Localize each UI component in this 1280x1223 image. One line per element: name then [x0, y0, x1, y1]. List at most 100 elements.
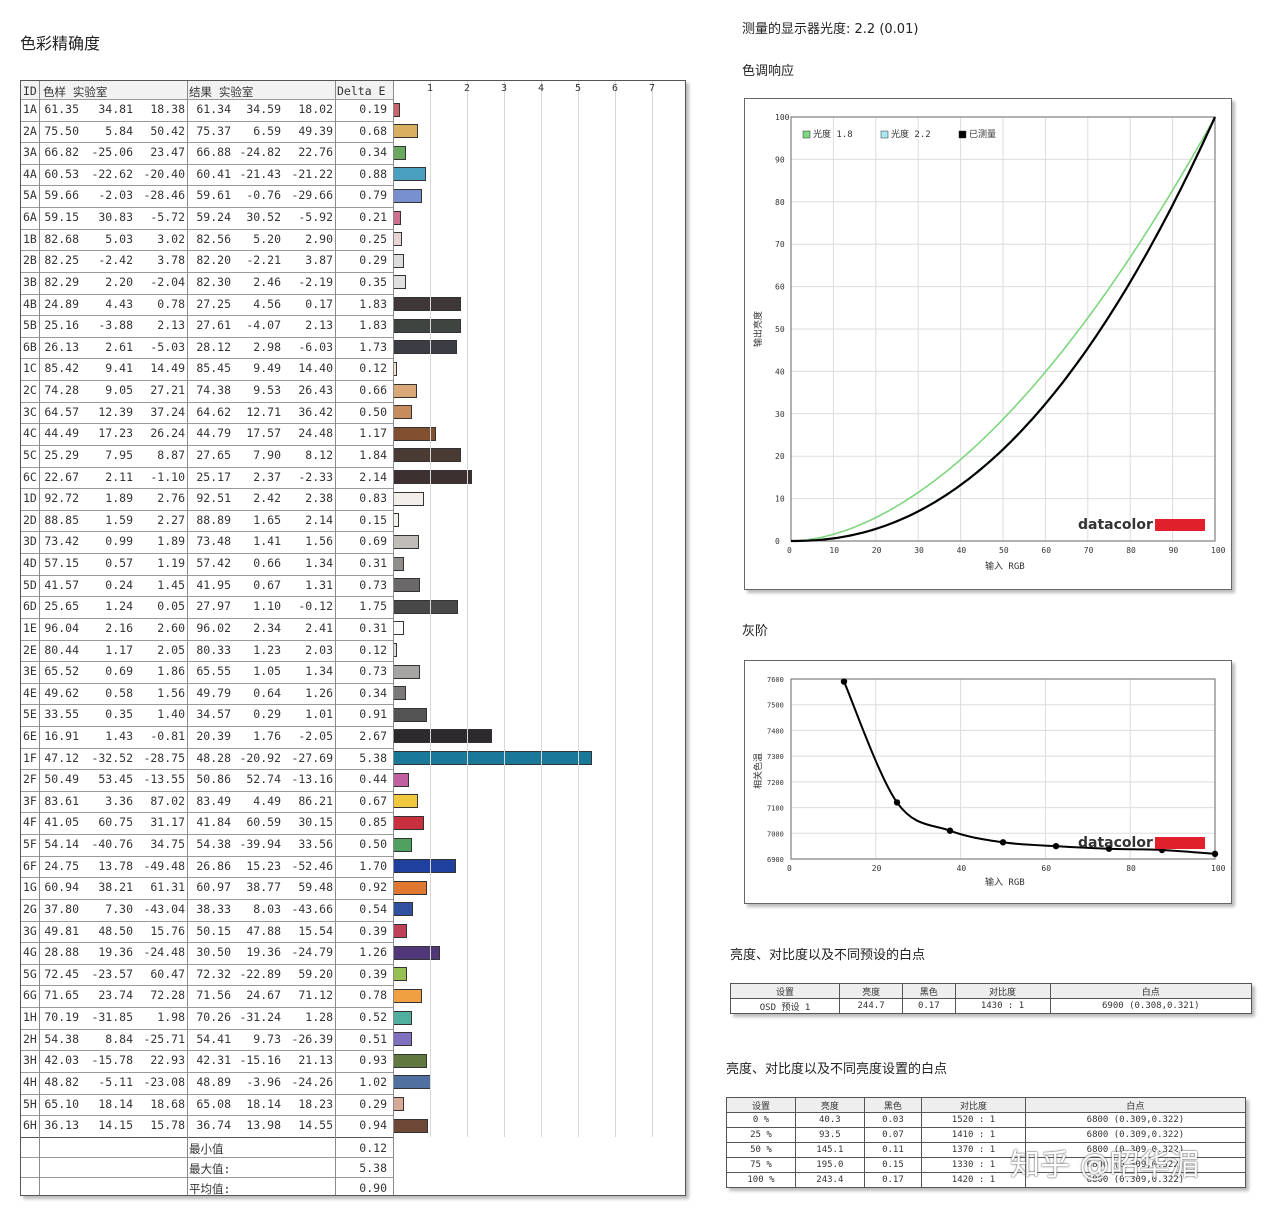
legend-swatch	[958, 130, 967, 139]
patch-id: 3D	[23, 534, 37, 549]
lab-value: 19.36	[246, 945, 281, 960]
lab-value: 50.42	[150, 123, 185, 138]
patch-id: 2D	[23, 512, 37, 527]
data-point	[840, 678, 848, 685]
grayscale-svg: 0 20 40 60 80 100 6900 7000 7100 7200 7300 7400 7500…	[752, 676, 1226, 888]
delta-e-bar	[393, 902, 413, 917]
delta-e-value: 0.31	[359, 620, 387, 635]
lab-value: 1.76	[253, 728, 281, 743]
delta-e-bar	[393, 729, 492, 744]
whitepoint-brightness-table: 设置 亮度 黑色 对比度 白点 0 % 40.3 0.03 1520 : 1 6800 (0.30…	[726, 1097, 1247, 1188]
lab-value: 1.23	[253, 642, 281, 657]
lab-value: 13.98	[246, 1118, 281, 1133]
table-rule	[21, 725, 393, 727]
lab-value: 54.38	[44, 1031, 79, 1046]
bar-gridline	[578, 81, 579, 1137]
lab-value: 19.36	[98, 945, 133, 960]
lab-value: -21.22	[291, 166, 333, 181]
summary-label: 最大值:	[189, 1161, 231, 1176]
lab-value: 9.49	[253, 361, 281, 376]
delta-e-value: 0.83	[359, 491, 387, 506]
lab-value: 9.73	[253, 1031, 281, 1046]
table-cell: 1430 : 1	[954, 998, 1051, 1014]
lab-value: -5.72	[150, 210, 185, 225]
lab-value: 24.48	[298, 426, 333, 441]
delta-e-value: 0.69	[359, 534, 387, 549]
lab-value: -27.69	[291, 750, 333, 765]
lab-value: 75.50	[44, 123, 79, 138]
lab-value: 52.74	[246, 772, 281, 787]
brand-logo-bar	[1155, 519, 1205, 531]
y-tick-label: 70	[775, 240, 785, 249]
lab-value: 23.47	[150, 145, 185, 160]
patch-id: 5E	[23, 707, 37, 722]
lab-value: 47.88	[246, 923, 281, 938]
patch-id: 2G	[23, 901, 37, 916]
summary-label: 最小值	[189, 1141, 224, 1156]
x-tick-label: 50	[999, 546, 1009, 555]
delta-e-bar	[393, 232, 403, 247]
delta-e-value: 0.73	[359, 664, 387, 679]
table-rule	[21, 553, 393, 555]
brand-logo-bar	[1155, 837, 1205, 849]
table-row: 4D 57.15 0.57 1.19 57.42 0.66 1.34 0.31	[21, 553, 393, 575]
lab-value: 14.40	[298, 361, 333, 376]
lab-value: -49.48	[143, 858, 185, 873]
table-row: 1C 85.42 9.41 14.49 85.45 9.49 14.40 0.12	[21, 358, 393, 380]
table-row: 3D 73.42 0.99 1.89 73.48 1.41 1.56 0.69	[21, 531, 393, 553]
table-cell: 1520 : 1	[921, 1112, 1026, 1128]
whitepoint-brightness-title: 亮度、对比度以及不同亮度设置的白点	[726, 1062, 948, 1077]
lab-value: 1.26	[305, 685, 333, 700]
lab-value: 42.03	[44, 1053, 79, 1068]
lab-value: 5.84	[105, 123, 133, 138]
lab-value: -0.12	[298, 599, 333, 614]
delta-e-value: 0.92	[359, 880, 387, 895]
y-tick-label: 30	[775, 410, 785, 419]
table-row: 5D 41.57 0.24 1.45 41.95 0.67 1.31 0.73	[21, 575, 393, 597]
lab-value: -4.07	[246, 318, 281, 333]
table-rule	[21, 163, 393, 165]
lab-value: 18.14	[98, 1096, 133, 1111]
lab-value: 1.56	[157, 685, 185, 700]
x-tick-label: 80	[1126, 546, 1136, 555]
brand-logo-text: datacolor	[1078, 835, 1153, 851]
delta-e-bar	[393, 491, 424, 506]
patch-id: 3B	[23, 274, 37, 289]
bar-axis-tick: 4	[538, 83, 545, 94]
lab-value: -5.11	[98, 1074, 133, 1089]
lab-value: -3.96	[246, 1074, 281, 1089]
table-header: ID 色样 实验室 结果 实验室 Delta E	[21, 81, 393, 99]
lab-value: 25.16	[44, 318, 79, 333]
x-tick-label: 40	[957, 546, 967, 555]
table-rule	[21, 790, 393, 792]
table-rule	[21, 1007, 393, 1009]
table-rule	[21, 315, 393, 317]
table-row: 3H 42.03 -15.78 22.93 42.31 -15.16 21.13 0.93	[21, 1050, 393, 1072]
y-tick-label: 60	[775, 283, 785, 292]
lab-value: 26.43	[298, 383, 333, 398]
delta-e-value: 0.39	[359, 966, 387, 981]
bar-axis-tick: 7	[649, 83, 656, 94]
lab-value: 49.79	[196, 685, 231, 700]
delta-e-value: 0.52	[359, 1010, 387, 1025]
delta-e-table: ID 色样 实验室 结果 实验室 Delta E 1A 61.35 34.81 18.…	[20, 80, 686, 1196]
patch-id: 1F	[23, 750, 37, 765]
delta-e-bar	[393, 253, 404, 268]
x-tick-label: 90	[1169, 546, 1179, 555]
lab-value: 2.76	[157, 491, 185, 506]
delta-e-bar	[393, 988, 422, 1003]
lab-value: 3.78	[157, 253, 185, 268]
table-cell: 6800 (0.309,0.322)	[1024, 1112, 1247, 1128]
lab-value: 49.39	[298, 123, 333, 138]
delta-e-value: 0.21	[359, 210, 387, 225]
lab-value: 15.54	[298, 923, 333, 938]
lab-value: 27.97	[196, 599, 231, 614]
header-cell: 亮度	[794, 1097, 865, 1113]
lab-value: 7.95	[105, 447, 133, 462]
lab-value: 8.12	[305, 447, 333, 462]
lab-value: 8.03	[253, 901, 281, 916]
y-tick-label: 7300	[767, 753, 784, 761]
lab-value: -15.78	[91, 1053, 133, 1068]
y-tick-label: 7600	[767, 676, 784, 684]
lab-value: 75.37	[196, 123, 231, 138]
